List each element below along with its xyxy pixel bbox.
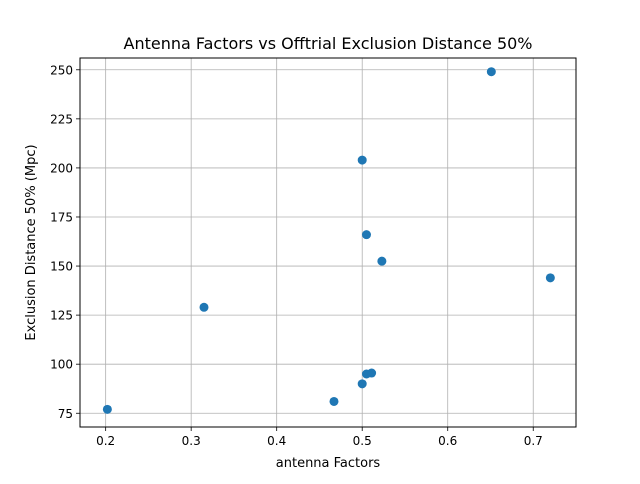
x-tick-label: 0.4: [267, 434, 286, 448]
y-tick-label: 100: [50, 358, 73, 372]
y-axis-label: Exclusion Distance 50% (Mpc): [24, 144, 39, 340]
scatter-point: [357, 379, 367, 389]
x-tick-label: 0.2: [96, 434, 115, 448]
y-tick-label: 150: [50, 260, 73, 274]
grid-lines: [80, 58, 576, 427]
scatter-point: [377, 256, 387, 266]
x-tick-label: 0.3: [182, 434, 201, 448]
scatter-point: [199, 302, 209, 312]
axis-ticks: 0.2 0.3 0.4 0.5 0.6 0.7 75 100 125 150 175 200 225 25…: [50, 63, 543, 448]
scatter-point: [329, 396, 339, 406]
x-axis-label: antenna Factors: [276, 456, 381, 471]
chart-title: Antenna Factors vs Offtrial Exclusion Di…: [124, 34, 533, 53]
y-tick-label: 225: [50, 112, 73, 126]
scatter-point: [367, 368, 377, 378]
x-tick-label: 0.7: [524, 434, 543, 448]
scatter-point: [486, 67, 496, 77]
plot-frame: [79, 57, 577, 428]
x-tick-label: 0.6: [438, 434, 457, 448]
y-tick-label: 175: [50, 210, 73, 224]
y-tick-label: 250: [50, 63, 73, 77]
y-tick-label: 75: [58, 407, 73, 421]
scatter-point: [361, 230, 371, 240]
y-tick-label: 125: [50, 309, 73, 323]
scatter-point: [545, 273, 555, 283]
x-tick-label: 0.5: [353, 434, 372, 448]
scatter-point: [357, 155, 367, 165]
data-points: [102, 67, 555, 414]
y-tick-label: 200: [50, 161, 73, 175]
scatter-point: [102, 404, 112, 414]
